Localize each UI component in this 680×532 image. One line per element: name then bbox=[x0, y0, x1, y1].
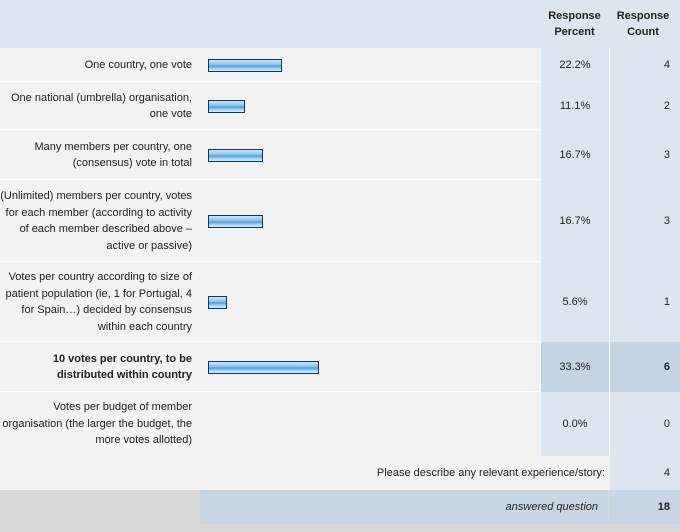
table-row: Votes per country according to size of p… bbox=[0, 262, 680, 342]
row-divider bbox=[0, 129, 540, 130]
table-header: Response Percent Response Count bbox=[0, 0, 680, 48]
row-label-background bbox=[0, 130, 540, 180]
response-count: 4 bbox=[610, 48, 680, 82]
response-percent: 0.0% bbox=[541, 392, 609, 456]
response-count: 3 bbox=[610, 130, 680, 180]
response-percent: 22.2% bbox=[541, 48, 609, 82]
answered-question-label: answered question bbox=[200, 490, 608, 524]
row-divider bbox=[0, 261, 540, 262]
response-count: 6 bbox=[610, 342, 680, 392]
response-percent-header: Response Percent bbox=[548, 10, 601, 38]
response-count-header: Response Count bbox=[616, 10, 670, 38]
response-count: 1 bbox=[610, 262, 680, 342]
describe-experience-label: Please describe any relevant experience/… bbox=[376, 467, 605, 479]
table-row: One country, one vote 22.2% 4 bbox=[0, 48, 680, 82]
row-divider bbox=[0, 391, 540, 392]
response-percent: 5.6% bbox=[541, 262, 609, 342]
answer-label: One country, one vote bbox=[84, 58, 192, 71]
row-label-background bbox=[0, 262, 540, 342]
table-row: Votes per budget of member organisation … bbox=[0, 392, 680, 456]
answer-label: One national (umbrella) organisation, on… bbox=[11, 91, 192, 121]
answer-label: (Unlimited) members per country, votes f… bbox=[0, 190, 192, 252]
response-percent: 16.7% bbox=[541, 180, 609, 262]
response-bar bbox=[208, 149, 263, 162]
response-count: 0 bbox=[610, 392, 680, 456]
response-bar bbox=[208, 296, 227, 309]
row-divider bbox=[0, 179, 540, 180]
answer-label: 10 votes per country, to be distributed … bbox=[52, 352, 192, 382]
table-row: One national (umbrella) organisation, on… bbox=[0, 82, 680, 130]
row-divider bbox=[0, 341, 540, 342]
answered-question-row: answered question 18 bbox=[0, 490, 680, 532]
row-label-background bbox=[0, 180, 540, 262]
answer-label: Votes per budget of member organisation … bbox=[2, 401, 192, 447]
response-percent: 33.3% bbox=[541, 342, 609, 392]
describe-experience-row: Please describe any relevant experience/… bbox=[0, 456, 680, 490]
response-bar bbox=[208, 361, 319, 374]
answer-label: Many members per country, one (consensus… bbox=[34, 140, 192, 170]
response-bar bbox=[208, 59, 282, 72]
table-row: Many members per country, one (consensus… bbox=[0, 130, 680, 180]
describe-experience-count: 4 bbox=[610, 456, 680, 490]
response-percent: 16.7% bbox=[541, 130, 609, 180]
row-divider bbox=[0, 81, 540, 82]
answer-label: Votes per country according to size of p… bbox=[5, 271, 192, 333]
answered-question-count: 18 bbox=[609, 490, 680, 524]
response-count: 3 bbox=[610, 180, 680, 262]
row-label-background bbox=[0, 82, 540, 130]
response-percent: 11.1% bbox=[541, 82, 609, 130]
response-count: 2 bbox=[610, 82, 680, 130]
table-row: (Unlimited) members per country, votes f… bbox=[0, 180, 680, 262]
response-bar bbox=[208, 100, 245, 113]
table-row: 10 votes per country, to be distributed … bbox=[0, 342, 680, 392]
row-label-background bbox=[0, 392, 540, 456]
response-bar bbox=[208, 215, 263, 228]
